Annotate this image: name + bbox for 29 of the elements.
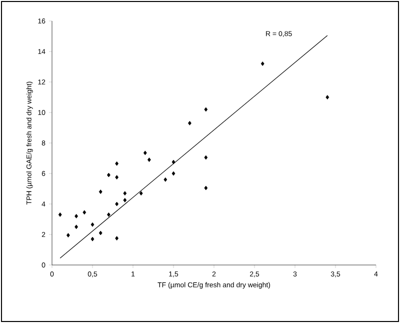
- point: [204, 186, 208, 190]
- point: [326, 95, 330, 100]
- point: [90, 222, 94, 227]
- point: [188, 120, 192, 126]
- point: [139, 191, 143, 196]
- point: [115, 236, 118, 240]
- point: [260, 61, 264, 66]
- point: [58, 212, 62, 217]
- point: [90, 236, 94, 242]
- point: [107, 172, 110, 178]
- point: [123, 191, 127, 196]
- point: [74, 214, 78, 218]
- point: [98, 230, 102, 236]
- point: [74, 224, 78, 230]
- point: [115, 175, 118, 180]
- point: [115, 202, 118, 206]
- point: [172, 160, 176, 164]
- point: [123, 198, 127, 202]
- point: [66, 233, 70, 238]
- point: [143, 150, 147, 156]
- point: [107, 212, 110, 217]
- point: [82, 210, 86, 215]
- point: [204, 107, 208, 112]
- point: [148, 158, 151, 162]
- point: [98, 190, 102, 194]
- point: [204, 155, 208, 160]
- point: [164, 177, 168, 182]
- point: [172, 171, 176, 176]
- point: [115, 161, 118, 166]
